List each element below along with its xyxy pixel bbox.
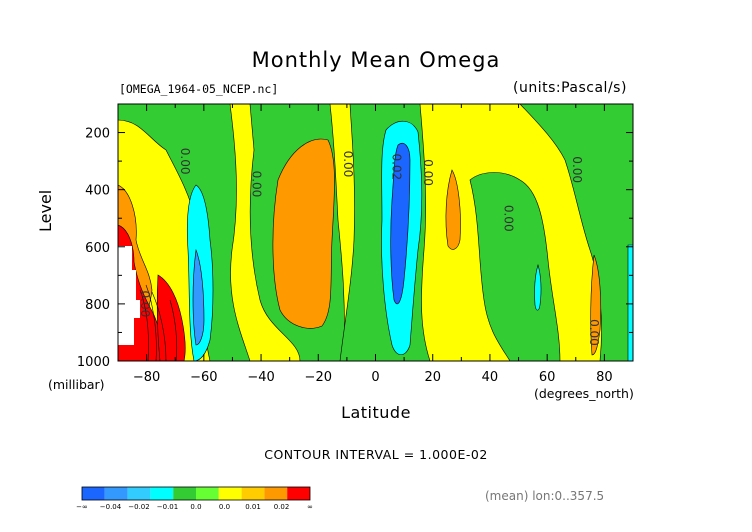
green-region-north-mid xyxy=(469,172,561,361)
y-tick-label: 400 xyxy=(85,184,110,199)
cyan-region-north xyxy=(534,263,542,311)
mean-note-label: (mean) lon:0..357.5 xyxy=(485,489,605,503)
blue-region-equator xyxy=(390,142,411,305)
contour-label: 0.00 xyxy=(421,159,435,186)
y-tick-label: 200 xyxy=(85,127,110,142)
chart-title: Monthly Mean Omega xyxy=(251,48,501,72)
contour-label: 0.00 xyxy=(570,156,584,183)
x-tick-label: −60 xyxy=(190,370,217,385)
y-tick-label: 600 xyxy=(85,241,110,256)
colorbar-swatch xyxy=(287,487,310,500)
x-axis-label: Latitude xyxy=(341,403,411,422)
colorbar-swatch xyxy=(127,487,151,500)
colorbar-swatch xyxy=(104,487,128,500)
units-label: (units:Pascal/s) xyxy=(513,80,627,96)
colorbar-label: 0.02 xyxy=(274,503,290,511)
x-tick-label: −20 xyxy=(305,370,332,385)
x-tick-label: 40 xyxy=(482,370,499,385)
x-tick-label: 20 xyxy=(424,370,441,385)
colorbar-swatch xyxy=(82,487,105,500)
contour-label: 0.00 xyxy=(501,205,515,232)
contour-label: 0.00 xyxy=(249,171,263,198)
contour-interval-label: CONTOUR INTERVAL = 1.000E-02 xyxy=(264,447,488,462)
contour-label: 0.00 xyxy=(341,151,355,178)
colorbar-label: −∞ xyxy=(76,503,88,511)
orange-region-south-subtropics xyxy=(272,138,335,329)
y-axis-units: (millibar) xyxy=(48,377,105,392)
colorbar-label: −0.01 xyxy=(157,503,178,511)
file-name-label: [OMEGA_1964-05_NCEP.nc] xyxy=(119,82,279,96)
red-region-south-ridge xyxy=(156,274,186,361)
orange-region-north-subtropics xyxy=(445,169,461,250)
colorbar-swatch xyxy=(196,487,219,500)
cyan-region-east-edge xyxy=(627,244,633,361)
colorbar-label: 0.01 xyxy=(245,503,261,511)
green-region-northeast xyxy=(519,104,633,361)
x-tick-label: 0 xyxy=(371,370,379,385)
y-tick-label: 800 xyxy=(85,298,110,313)
x-tick-label: −40 xyxy=(247,370,274,385)
colorbar-swatch xyxy=(264,487,288,500)
x-tick-label: 80 xyxy=(596,370,613,385)
colorbar-label: −0.02 xyxy=(128,503,149,511)
colorbar-frame xyxy=(81,486,311,501)
y-tick-label: 1000 xyxy=(77,355,110,370)
contour-label: 0.00 xyxy=(178,148,192,175)
colorbar-label: ∞ xyxy=(307,503,313,511)
colorbar-label: −0.04 xyxy=(100,503,122,511)
colorbar-swatch xyxy=(241,487,265,500)
contour-label: 0.00 xyxy=(138,291,152,318)
contour-label: 0.02 xyxy=(390,153,404,180)
x-tick-label: 60 xyxy=(539,370,556,385)
blue-region-south xyxy=(192,248,205,346)
x-tick-label: −80 xyxy=(133,370,160,385)
colorbar-label: 0.0 xyxy=(219,503,230,511)
colorbar-swatch xyxy=(150,487,174,500)
orange-region-north-mid xyxy=(590,254,602,356)
contour-label: 0.00 xyxy=(587,319,601,346)
colorbar-label: 0.0 xyxy=(190,503,201,511)
colorbar-swatch xyxy=(173,487,196,500)
x-axis-units: (degrees_north) xyxy=(534,386,634,401)
missing-data-region xyxy=(118,246,140,345)
colorbar-swatch xyxy=(218,487,242,500)
